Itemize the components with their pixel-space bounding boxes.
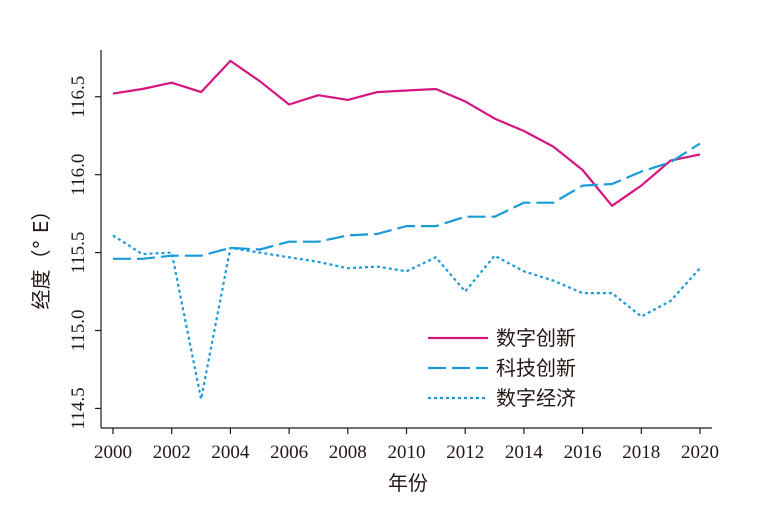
- y-tick-label: 114.5: [68, 387, 89, 429]
- series-line-3: [112, 234, 701, 401]
- x-tick-label: 2012: [446, 442, 484, 463]
- series-layer: [112, 59, 701, 401]
- legend-label-3: 数字经济: [496, 386, 576, 410]
- y-tick-label: 115.0: [68, 309, 89, 351]
- legend-label-2: 科技创新: [496, 356, 576, 380]
- y-tick-label: 116.5: [68, 76, 89, 118]
- x-tick-label: 2020: [681, 442, 719, 463]
- x-axis-title: 年份: [388, 471, 428, 495]
- x-tick-label: 2008: [329, 442, 367, 463]
- series-line-1: [112, 59, 701, 207]
- x-tick-label: 2004: [211, 442, 250, 463]
- legend-label-1: 数字创新: [496, 326, 576, 350]
- axes: 2000 2002 2004 2006 2008 2010 2012 2014 2016 2018…: [68, 50, 719, 463]
- x-tick-label: 2006: [270, 442, 308, 463]
- x-tick-label: 2010: [388, 442, 426, 463]
- x-tick-label: 2000: [94, 442, 132, 463]
- series-line-2: [113, 142, 701, 260]
- x-tick-label: 2016: [564, 442, 602, 463]
- y-tick-label: 116.0: [68, 154, 89, 196]
- x-tick-label: 2014: [505, 442, 544, 463]
- y-axis-title: 经度（° E）: [29, 201, 53, 310]
- y-tick-label: 115.5: [68, 232, 89, 274]
- x-tick-label: 2002: [153, 442, 191, 463]
- x-tick-label: 2018: [622, 442, 660, 463]
